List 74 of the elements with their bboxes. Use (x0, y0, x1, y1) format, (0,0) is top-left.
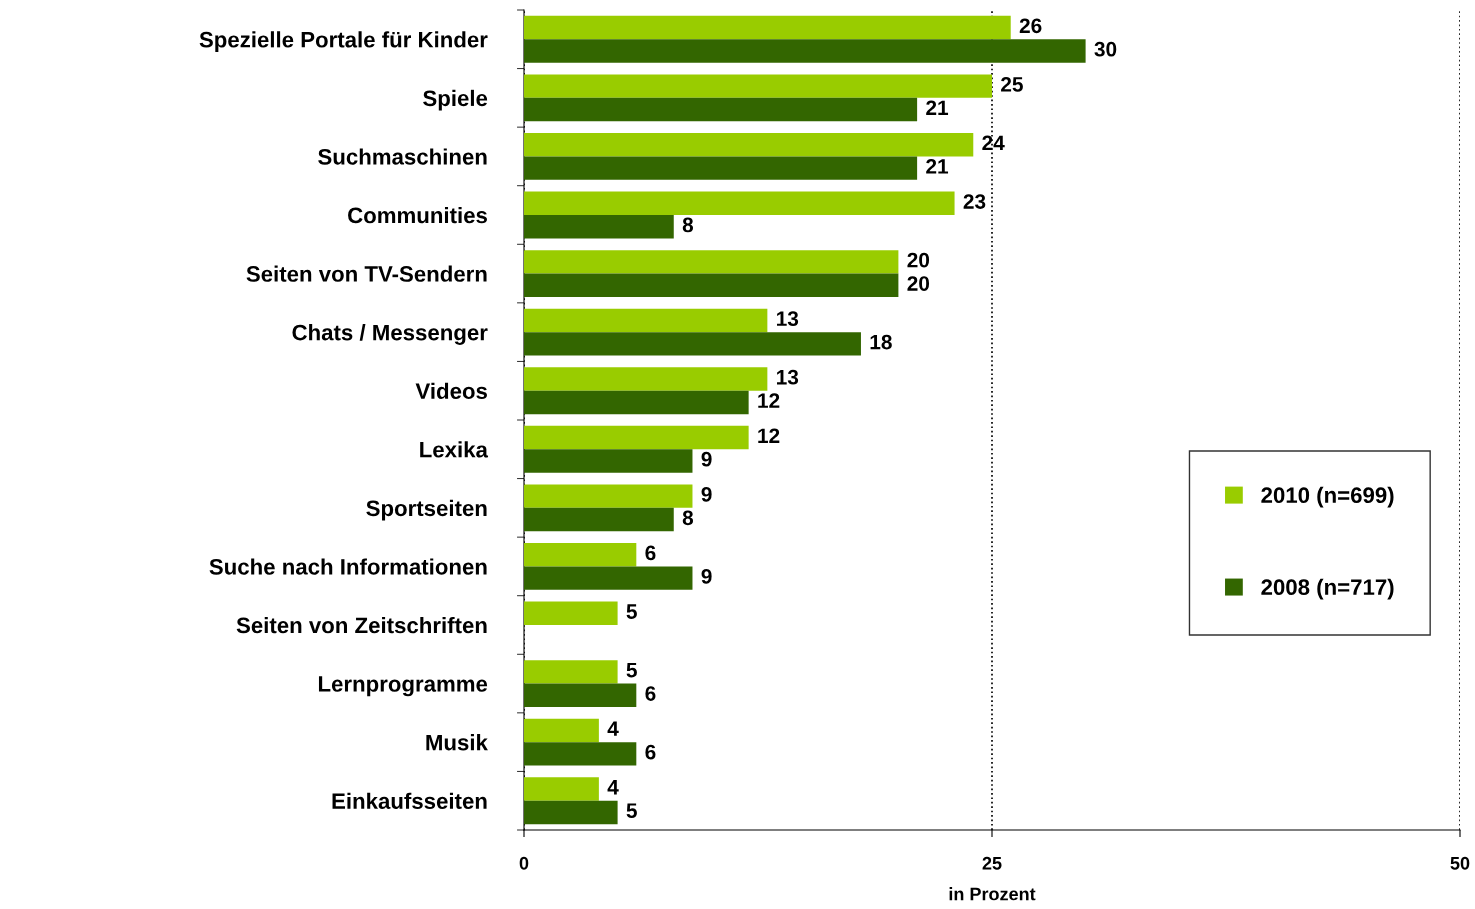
bar (524, 800, 618, 825)
bar (524, 367, 768, 391)
data-label: 18 (870, 334, 892, 350)
y-tick-label: Chats / Messenger (292, 324, 488, 345)
bar (524, 543, 637, 567)
data-label: 21 (926, 158, 949, 174)
bar (524, 425, 749, 450)
bar (524, 97, 918, 122)
data-label: 6 (645, 686, 656, 701)
bar (524, 156, 918, 180)
legend-label: 2010 (n=699) (1261, 486, 1394, 508)
x-tick-label: 0 (519, 856, 529, 870)
data-label: 21 (926, 100, 949, 115)
y-tick-label: Seiten von Zeitschriften (236, 616, 487, 634)
x-tick-label: 25 (982, 856, 1002, 870)
data-label: 23 (963, 194, 986, 209)
y-tick-label: Suche nach Informationen (209, 558, 487, 575)
bar (524, 74, 992, 98)
data-label: 20 (907, 276, 930, 291)
data-label: 5 (626, 803, 637, 819)
data-label: 13 (777, 311, 799, 327)
data-label: 9 (701, 486, 712, 502)
y-tick-label: Suchmaschinen (318, 148, 487, 165)
bar (524, 742, 637, 766)
bar (524, 660, 618, 684)
y-tick-label: Communities (348, 206, 487, 224)
y-tick-label: Seiten von TV-Sendern (246, 265, 487, 282)
bar (524, 332, 861, 356)
data-label: 6 (645, 744, 656, 760)
y-tick-label: Spezielle Portale für Kinder (199, 31, 488, 52)
data-label: 13 (777, 369, 799, 385)
bar (524, 683, 637, 707)
bar (524, 308, 768, 333)
x-axis-title: in Prozent (949, 887, 1036, 901)
bar (524, 39, 1086, 63)
data-label: 30 (1094, 41, 1117, 57)
data-label: 5 (626, 662, 637, 678)
bar (524, 566, 693, 590)
data-label: 5 (626, 604, 637, 619)
data-label: 26 (1019, 18, 1042, 34)
bar (524, 449, 693, 473)
bar (524, 777, 599, 801)
bar (524, 507, 674, 532)
y-tick-label: Videos (415, 382, 487, 399)
data-label: 8 (682, 510, 694, 526)
y-tick-label: Einkaufsseiten (332, 792, 487, 809)
data-label: 12 (758, 428, 780, 443)
bar (524, 390, 749, 415)
data-label: 12 (758, 393, 780, 408)
bar (524, 718, 599, 743)
data-label: 4 (607, 721, 619, 736)
bar (524, 250, 899, 274)
y-tick-label: Musik (426, 734, 488, 751)
x-tick-label: 50 (1450, 856, 1470, 870)
bar (524, 191, 955, 215)
data-label: 24 (982, 135, 1005, 151)
data-label: 20 (907, 252, 930, 268)
data-label: 9 (701, 568, 712, 584)
bar (524, 484, 693, 508)
bar (524, 601, 618, 625)
y-tick-label: Sportseiten (366, 499, 487, 521)
bar (524, 273, 899, 297)
data-label: 6 (645, 545, 656, 561)
data-label: 8 (682, 217, 694, 233)
bar (524, 15, 1011, 40)
data-label: 25 (1001, 76, 1023, 92)
data-label: 4 (607, 780, 619, 795)
bar (524, 215, 674, 239)
data-label: 9 (701, 451, 712, 467)
bar (524, 133, 974, 157)
y-tick-label: Lernprogramme (318, 676, 488, 697)
y-tick-label: Spiele (423, 89, 488, 111)
y-tick-label: Lexika (420, 441, 489, 458)
legend-label: 2008 (n=717) (1261, 578, 1394, 600)
